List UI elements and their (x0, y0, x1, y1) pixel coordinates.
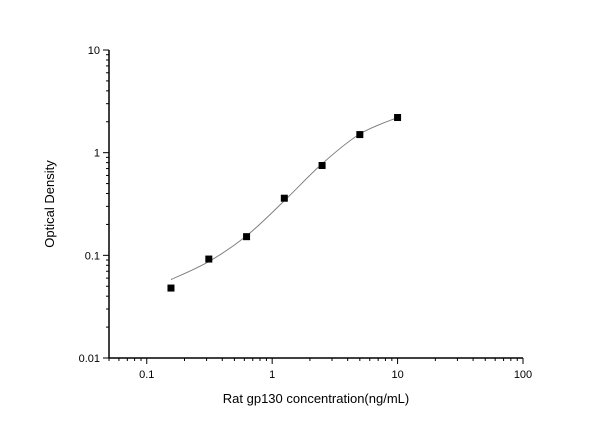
data-point (394, 114, 402, 122)
data-point (167, 284, 175, 292)
data-point (205, 255, 213, 263)
x-tick-label: 0.1 (139, 369, 154, 381)
y-tick-label: 0.1 (85, 250, 100, 262)
y-tick-label: 0.01 (79, 353, 100, 365)
x-tick-label: 1 (269, 369, 275, 381)
y-tick-label: 10 (88, 45, 100, 57)
tick-labels: 0.1 1 10 100 0.01 0.1 1 10 (79, 45, 533, 381)
x-tick-label: 10 (391, 369, 403, 381)
data-point (280, 194, 288, 202)
y-tick-label: 1 (94, 148, 100, 160)
y-axis-label: Optical Density (42, 160, 57, 248)
data-point (318, 161, 326, 169)
data-point (243, 233, 251, 241)
data-points (167, 114, 402, 292)
axes (103, 49, 524, 364)
data-point (356, 131, 364, 139)
x-tick-label: 100 (514, 369, 532, 381)
x-axis-label: Rat gp130 concentration(ng/mL) (223, 391, 409, 406)
